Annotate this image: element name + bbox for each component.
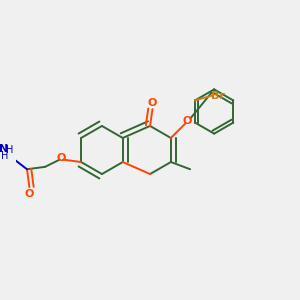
Text: N: N <box>0 144 9 154</box>
Text: Br: Br <box>211 91 224 100</box>
Text: H: H <box>6 145 14 155</box>
Text: O: O <box>148 98 157 108</box>
Text: O: O <box>183 116 192 126</box>
Text: O: O <box>25 188 34 199</box>
Text: O: O <box>56 153 65 163</box>
Text: H: H <box>1 151 8 161</box>
